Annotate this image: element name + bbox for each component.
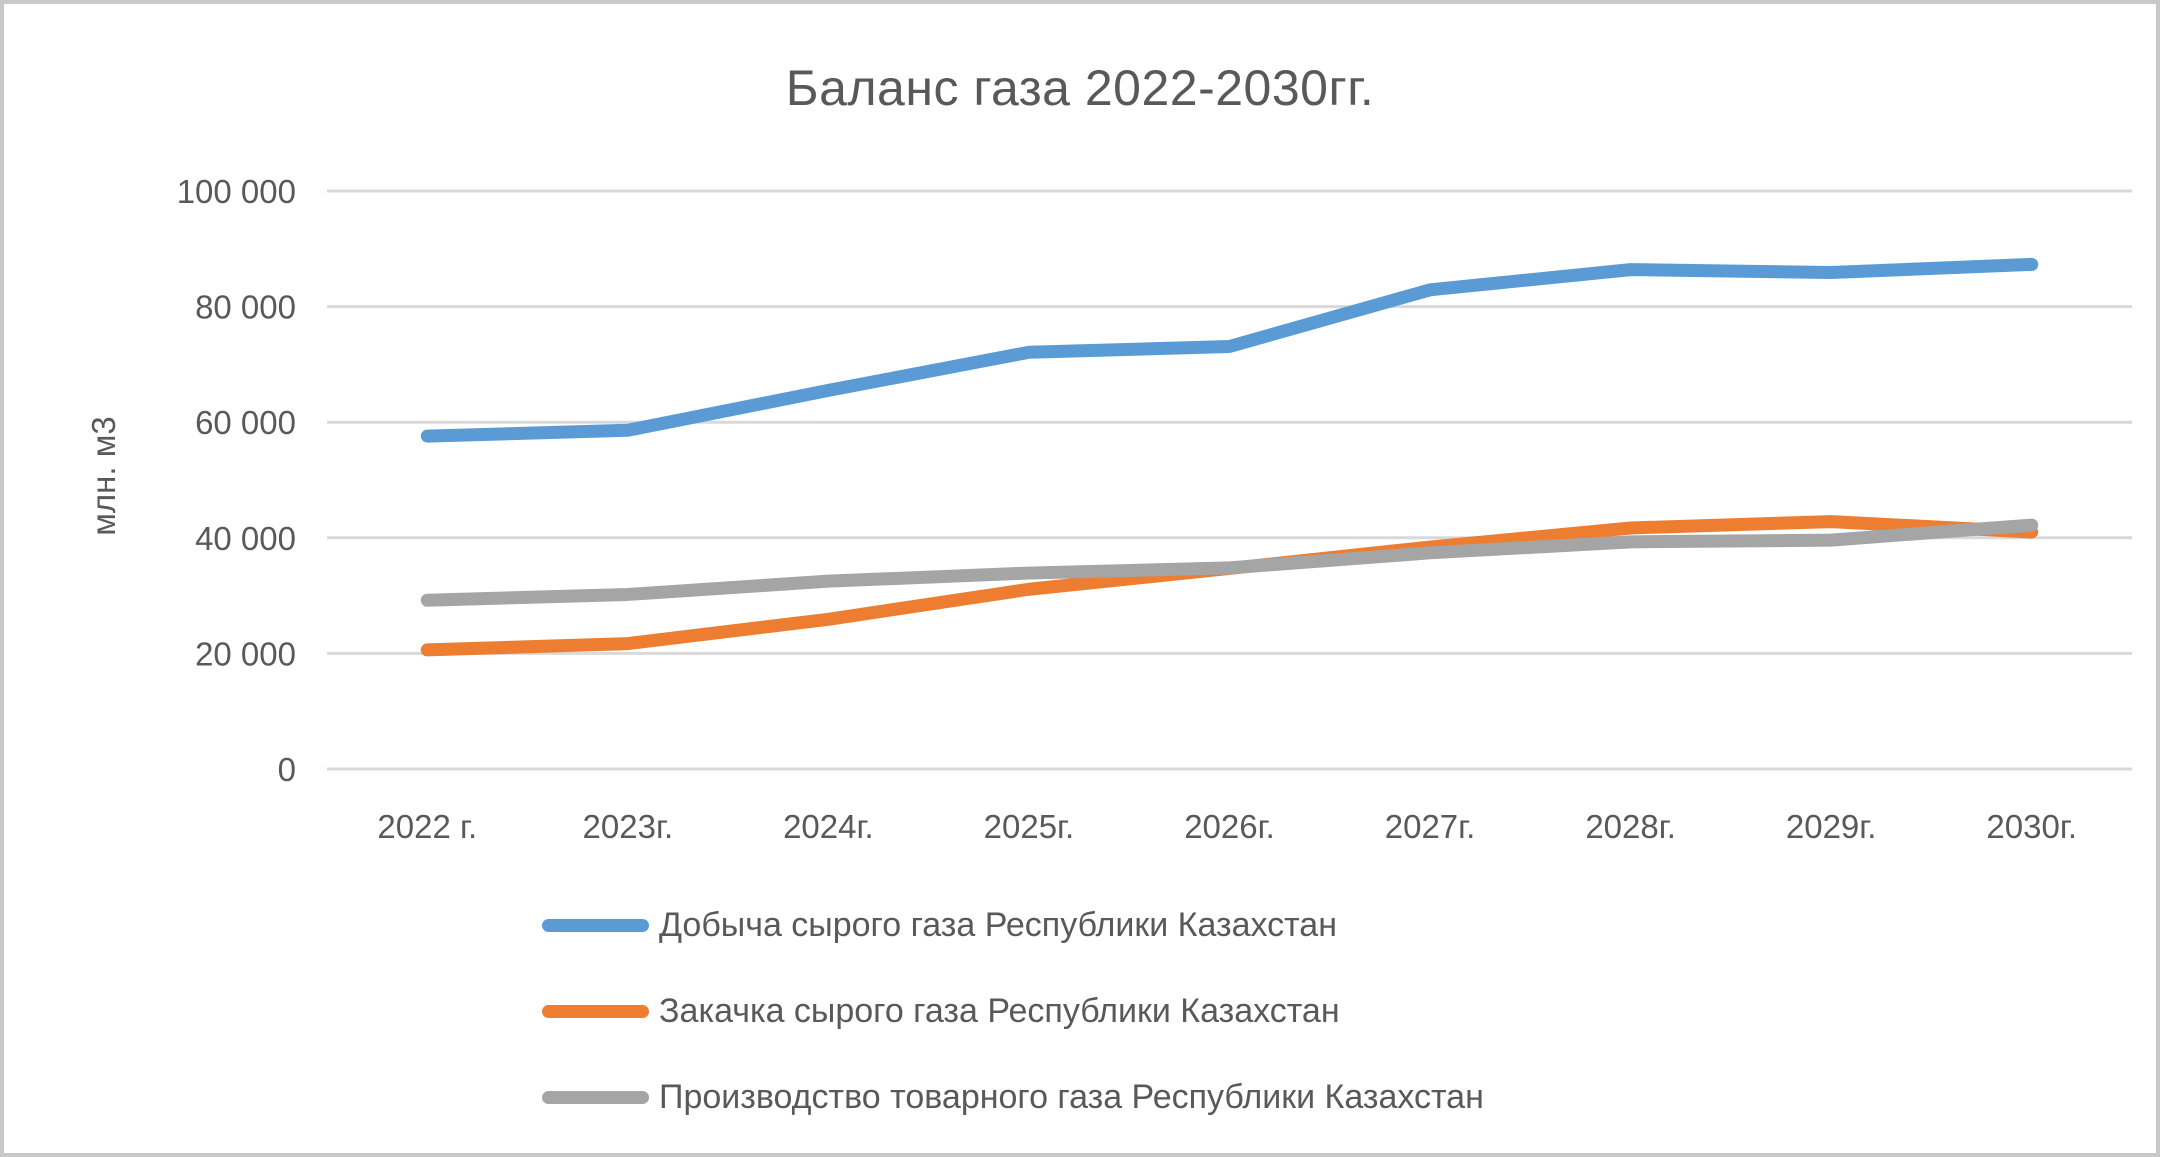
chart-title: Баланс газа 2022-2030гг. — [785, 60, 1375, 116]
legend-label: Производство товарного газа Республики К… — [659, 1077, 1484, 1116]
legend-label: Добыча сырого газа Республики Казахстан — [659, 905, 1337, 944]
y-tick-label: 0 — [278, 751, 296, 788]
x-tick-label: 2023г. — [583, 808, 674, 845]
series-line — [420, 518, 2039, 607]
legend-item: Добыча сырого газа Республики Казахстан — [542, 904, 1484, 946]
x-tick-label: 2030г. — [1986, 808, 2077, 845]
legend-line-swatch — [542, 1004, 649, 1018]
x-tick-label: 2024г. — [783, 808, 874, 845]
y-tick-label: 60 000 — [195, 404, 296, 441]
legend: Добыча сырого газа Республики Казахстан З… — [542, 904, 1484, 1153]
y-tick-label: 100 000 — [177, 173, 296, 210]
x-tick-label: 2026г. — [1184, 808, 1275, 845]
y-tick-label: 20 000 — [195, 635, 296, 672]
legend-label: Закачка сырого газа Республики Казахстан — [659, 991, 1340, 1030]
x-tick-label: 2028г. — [1585, 808, 1676, 845]
x-tick-label: 2025г. — [984, 808, 1075, 845]
legend-item: Закачка сырого газа Республики Казахстан — [542, 990, 1484, 1032]
y-tick-label: 80 000 — [195, 289, 296, 326]
legend-line-swatch — [542, 918, 649, 932]
y-tick-label: 40 000 — [195, 520, 296, 557]
legend-item: Производство товарного газа Республики К… — [542, 1076, 1484, 1118]
line-chart-plot: 0 20 000 40 000 60 000 80 000 100 000 2022 г. 2… — [177, 173, 2132, 845]
x-tick-label: 2022 г. — [377, 808, 477, 845]
x-tick-label: 2029г. — [1786, 808, 1877, 845]
legend-line-swatch — [542, 1090, 649, 1104]
series-line — [420, 257, 2039, 443]
x-tick-label: 2027г. — [1385, 808, 1476, 845]
